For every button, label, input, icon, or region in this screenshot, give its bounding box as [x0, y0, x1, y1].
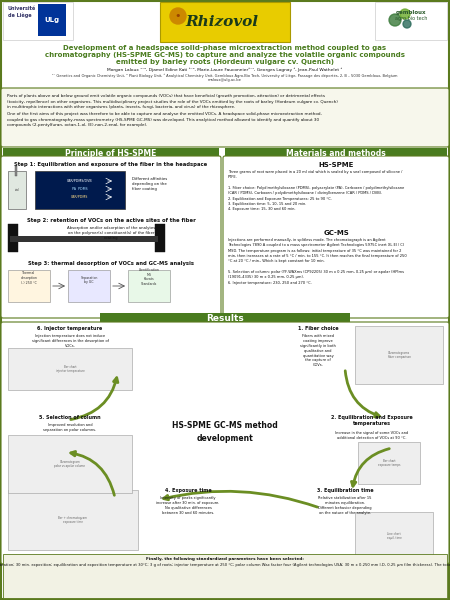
Text: Results: Results [206, 314, 244, 323]
Circle shape [389, 14, 401, 26]
Text: emitted by barley roots (Hordeum vulgare cv. Quench): emitted by barley roots (Hordeum vulgare… [116, 59, 334, 65]
Bar [38, 4, 66, 36]
Text: chromatography (HS-SPME GC-MS) to capture and analyze the volatile organic compo: chromatography (HS-SPME GC-MS) to captur… [45, 52, 405, 58]
Text: CAR/PDMS/DVB fiber; 15 min. of equilibration; 30 min. exposition; equilibration : CAR/PDMS/DVB fiber; 15 min. of equilibra… [0, 563, 450, 567]
FancyBboxPatch shape [223, 156, 449, 318]
Text: Identification
MS
Kovats
Standards: Identification MS Kovats Standards [139, 268, 159, 286]
Text: Materials and methods: Materials and methods [286, 148, 386, 157]
Text: Chromatograms
fiber comparison: Chromatograms fiber comparison [387, 350, 410, 359]
Text: Development of a headspace solid-phase microextraction method coupled to gas: Development of a headspace solid-phase m… [63, 45, 387, 51]
Text: Intensity of peaks significantly
increase after 30 min. of exposure.
No qualitat: Intensity of peaks significantly increas… [156, 496, 220, 515]
Text: Injections are performed manually, in splitless mode. The chromatograph is an Ag: Injections are performed manually, in sp… [228, 238, 407, 285]
Text: gembloux: gembloux [396, 10, 426, 15]
Text: One of the first aims of this project was therefore to be able to capture and an: One of the first aims of this project wa… [7, 112, 322, 127]
Text: Parts of plants above and below ground emit volatile organic compounds (VOCs) th: Parts of plants above and below ground e… [7, 94, 338, 109]
Text: Rhizovol: Rhizovol [185, 15, 258, 29]
Text: Principle of HS-SPME: Principle of HS-SPME [65, 148, 157, 157]
Text: Step 3: thermal desorption of VOCs and GC-MS analysis: Step 3: thermal desorption of VOCs and G… [28, 261, 194, 266]
Text: maloux@ulg.ac.be: maloux@ulg.ac.be [208, 78, 242, 82]
Text: Different affinities
depending on the
fiber coating: Different affinities depending on the fi… [132, 177, 167, 191]
Bar [160, 2, 290, 42]
Bar [128, 270, 170, 302]
Text: Chromatogram
polar vs apolar column: Chromatogram polar vs apolar column [54, 460, 86, 469]
Bar [10, 236, 158, 242]
Bar [375, 2, 447, 40]
Bar [8, 348, 132, 390]
Circle shape [400, 9, 410, 19]
Bar [35, 171, 125, 209]
Text: 5. Selection of column: 5. Selection of column [39, 415, 101, 420]
Text: Line chart
equil. time: Line chart equil. time [387, 532, 401, 541]
FancyBboxPatch shape [1, 88, 449, 147]
Text: Step 2: retention of VOCs on the active sites of the fiber: Step 2: retention of VOCs on the active … [27, 218, 195, 223]
Bar [225, 148, 447, 158]
FancyBboxPatch shape [1, 156, 221, 318]
Text: 3. Equilibration time: 3. Equilibration time [317, 488, 373, 493]
Bar [68, 270, 110, 302]
Bar [8, 171, 26, 209]
Text: vial: vial [14, 188, 19, 192]
Bar [3, 554, 447, 598]
Text: Fibers with mixed
coating improve
significantly in both
qualitative and
quantita: Fibers with mixed coating improve signif… [300, 334, 336, 367]
Bar [155, 224, 165, 252]
Text: CAR/PDMS: CAR/PDMS [71, 195, 89, 199]
Text: 2. Equilibration and Exposure
temperatures: 2. Equilibration and Exposure temperatur… [331, 415, 413, 426]
Text: Université: Université [8, 6, 36, 11]
Text: HS-SPME GC-MS method
development: HS-SPME GC-MS method development [172, 421, 278, 443]
Text: Relative stabilization after 15
minutes equilibration.
Different behavior depend: Relative stabilization after 15 minutes … [318, 496, 372, 515]
Bar [8, 270, 50, 302]
Text: Thermal
desorption
(-) 250 °C: Thermal desorption (-) 250 °C [21, 271, 37, 285]
Circle shape [403, 20, 411, 28]
Text: Increase in the signal of some VOCs and
additional detection of VOCs at 90 °C.: Increase in the signal of some VOCs and … [335, 431, 409, 440]
Text: Improved resolution and
separation on polar columns.: Improved resolution and separation on po… [44, 423, 97, 432]
Bar [8, 490, 138, 550]
Text: Step 1: Equilibration and exposure of the fiber in the headspace: Step 1: Equilibration and exposure of th… [14, 162, 207, 167]
Bar [3, 2, 73, 40]
Bar [8, 224, 18, 252]
Text: Bar chart
injector temperature: Bar chart injector temperature [55, 365, 85, 373]
Text: Three grams of root were placed in a 20 ml vial which is sealed by a seal compos: Three grams of root were placed in a 20 … [228, 170, 404, 211]
Text: agro bio tech: agro bio tech [395, 16, 427, 21]
Text: CAR/PDMS/DVB: CAR/PDMS/DVB [67, 179, 93, 183]
Circle shape [170, 8, 186, 24]
Text: GC-MS: GC-MS [323, 230, 349, 236]
Text: Injection temperature does not induce
significant differences in the desorption : Injection temperature does not induce si… [32, 334, 108, 348]
Text: ULg: ULg [45, 17, 59, 23]
FancyBboxPatch shape [1, 322, 449, 564]
Text: Morgan Laloux ¹⁻², Djamel Edine Kati ³⁻⁴, Marie-Laure Fauconnier³⁻¹, Georges Log: Morgan Laloux ¹⁻², Djamel Edine Kati ³⁻⁴… [108, 67, 342, 71]
Bar [358, 442, 420, 484]
Bar [8, 435, 132, 493]
Text: Bar + chromatogram
exposure time: Bar + chromatogram exposure time [58, 515, 87, 524]
Text: Finally, the following standardized parameters have been selected:: Finally, the following standardized para… [146, 557, 304, 561]
Bar [355, 512, 433, 560]
Bar [355, 326, 443, 384]
Text: PA  PDMS: PA PDMS [72, 187, 88, 191]
Text: Bar chart
exposure temps: Bar chart exposure temps [378, 458, 400, 467]
Text: 4. Exposure time: 4. Exposure time [165, 488, 211, 493]
Text: Absorption and/or adsorption of the analytes
on the polymer(s) constituent(s) of: Absorption and/or adsorption of the anal… [67, 226, 155, 241]
Text: Separation
by GC: Separation by GC [80, 275, 98, 284]
Text: ¹⁻ Genetics and Organic Chemistry Unit, ² Plant Biology Unit, ³ Analytical Chemi: ¹⁻ Genetics and Organic Chemistry Unit, … [52, 73, 398, 77]
Bar [15, 166, 17, 176]
Text: 1. Fiber choice: 1. Fiber choice [298, 326, 338, 331]
Text: 6. Injector temperature: 6. Injector temperature [37, 326, 103, 331]
Bar [3, 148, 219, 158]
Text: •: • [175, 11, 181, 21]
Bar [100, 313, 350, 324]
Text: HS-SPME: HS-SPME [318, 162, 354, 168]
Text: de Liège: de Liège [8, 12, 32, 17]
